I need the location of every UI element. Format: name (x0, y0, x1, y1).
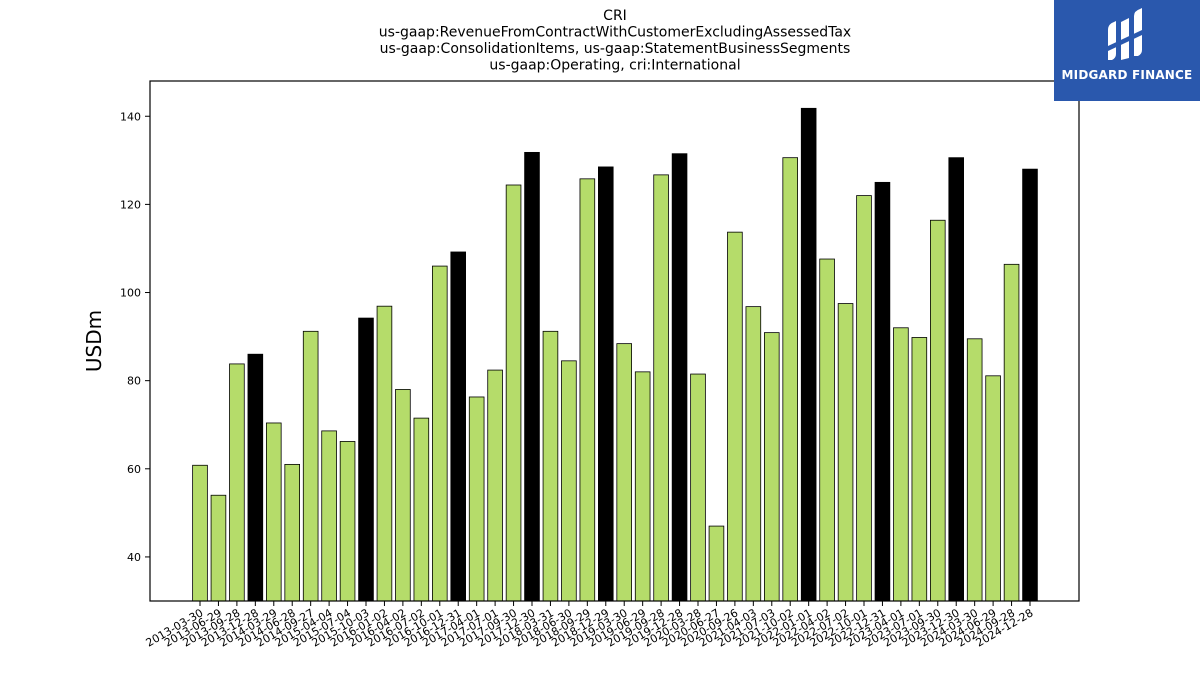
bar (856, 195, 872, 602)
bar (966, 338, 983, 602)
plot-frame (149, 80, 1080, 602)
bar (874, 181, 891, 602)
bar (782, 157, 799, 602)
bar (708, 525, 725, 602)
bar (450, 251, 466, 602)
bar (893, 327, 909, 602)
bar (210, 494, 227, 602)
bar (376, 305, 393, 602)
midgard-finance-logo: MIDGARD FINANCE (1054, 0, 1200, 101)
bar (745, 306, 762, 602)
bar (192, 464, 208, 602)
chart-title-line: CRI (603, 8, 627, 24)
y-tick-label: 80 (127, 375, 141, 388)
chart-title-line: us-gaap:Operating, cri:International (489, 58, 740, 74)
bar (302, 330, 319, 602)
y-tick-label: 140 (120, 110, 141, 123)
bar (229, 363, 245, 602)
bar (413, 417, 430, 602)
bar (247, 353, 264, 602)
y-tick-label: 100 (120, 287, 141, 300)
bar (524, 151, 540, 602)
bar (819, 258, 835, 602)
bar (358, 317, 374, 602)
logo-text: MIDGARD FINANCE (1061, 68, 1193, 82)
chart-title: CRIus-gaap:RevenueFromContractWithCustom… (379, 8, 851, 74)
y-tick-label: 120 (120, 198, 141, 211)
bar (764, 332, 780, 602)
y-axis-label: USDm (82, 310, 106, 372)
bar (948, 157, 965, 602)
bar (561, 360, 577, 602)
bar (634, 371, 651, 602)
bar (985, 375, 1001, 602)
bar (505, 184, 522, 602)
bar (542, 330, 559, 602)
bar (487, 369, 503, 602)
bar (800, 107, 817, 602)
x-axis: 2013-03-302013-06-292013-09-282013-12-28… (144, 601, 1036, 650)
bar (911, 337, 928, 602)
bar (265, 422, 282, 602)
bar (579, 178, 596, 602)
chart-title-line: us-gaap:ConsolidationItems, us-gaap:Stat… (380, 41, 851, 57)
bar (284, 463, 300, 602)
bar (616, 343, 633, 602)
bar (837, 303, 854, 602)
bar (727, 231, 743, 602)
bar (395, 389, 411, 602)
y-tick-label: 40 (127, 551, 141, 564)
midgard-logo-icon (1108, 8, 1142, 60)
bar (468, 396, 485, 602)
chart-title-line: us-gaap:RevenueFromContractWithCustomerE… (379, 25, 851, 41)
bar (598, 166, 614, 602)
bars (192, 107, 1038, 602)
bar (431, 265, 448, 602)
bar (671, 153, 688, 602)
bar (1003, 263, 1020, 602)
y-tick-label: 60 (127, 463, 141, 476)
y-axis: 40 60 80 100 120 140 (120, 110, 150, 564)
bar (321, 430, 337, 602)
bar (1022, 168, 1038, 602)
bar (653, 174, 669, 602)
bar (690, 373, 706, 602)
bar (930, 219, 946, 602)
bar (339, 441, 356, 602)
